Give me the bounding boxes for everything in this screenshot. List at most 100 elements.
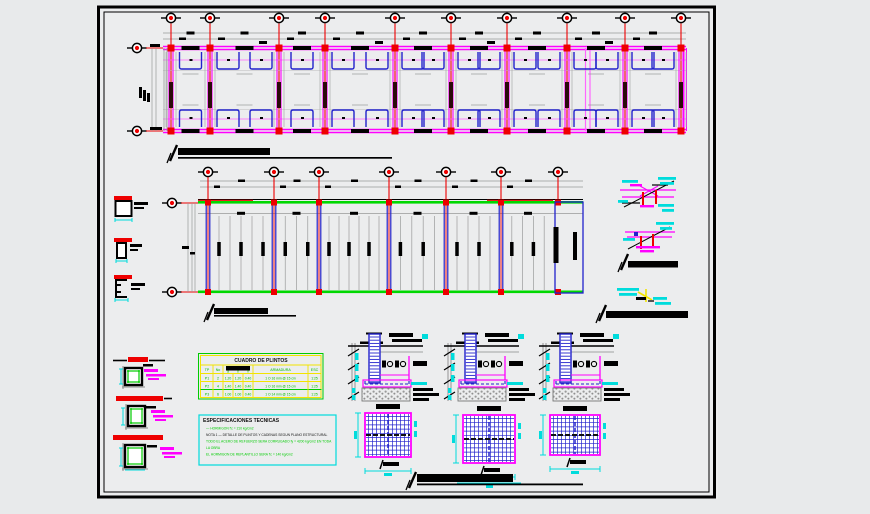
grid-bubble	[671, 12, 691, 24]
grid-bubble	[385, 12, 405, 24]
label-text: 0.40	[245, 385, 252, 389]
footing-plan-detail	[452, 406, 521, 488]
footing-outline	[249, 109, 273, 127]
footing-outline	[401, 52, 425, 70]
column-section-details	[113, 357, 182, 471]
frame-inner	[103, 11, 710, 493]
drawing-title-bars	[166, 144, 688, 491]
footing-outline	[331, 109, 355, 127]
label-text: 1:25	[311, 393, 318, 397]
grid-bubble	[161, 12, 181, 24]
label-text: ESC	[311, 368, 319, 372]
foundation-plan	[127, 12, 691, 137]
label-text: ESPECIFICACIONES TECNICAS	[203, 418, 280, 424]
label-text: b	[237, 370, 239, 374]
label-text: 6	[217, 393, 219, 397]
label-text: a	[227, 370, 229, 374]
label-text: 1.20	[225, 377, 232, 381]
footing-outline	[249, 52, 273, 70]
footing-section-detail	[443, 332, 535, 402]
label-text: 1 O 16 mm @ 15 cm	[265, 377, 296, 381]
beam-section-details	[114, 196, 148, 302]
label-text: TODO EL ACERO DE REFUERZO SERA CORRUGADO…	[206, 440, 332, 444]
footing-outline	[290, 109, 314, 127]
label-text: 0.40	[245, 393, 252, 397]
grid-bubble	[315, 12, 335, 24]
channel-section	[115, 279, 127, 298]
grid-bubble	[264, 166, 284, 178]
grid-bubble	[127, 42, 147, 54]
footing-outline	[513, 109, 537, 127]
grid-bubble	[269, 12, 289, 24]
footing-outline	[477, 109, 501, 127]
grid-bubble	[198, 166, 218, 178]
label-text: 1.00	[225, 393, 232, 397]
footing-outline	[595, 52, 619, 70]
footing-outline	[421, 109, 445, 127]
label-text: TP	[205, 368, 210, 372]
footing-details	[347, 332, 630, 488]
footing-outline	[401, 109, 425, 127]
plinth-schedule-table: CUADRO DE PLINTOS TP No a b h ARMADURA ESC P1 2 1.…	[198, 353, 324, 400]
footing-outline	[365, 109, 389, 127]
footing-outline	[651, 52, 675, 70]
footing-outline	[537, 52, 561, 70]
technical-specs-box: ESPECIFICACIONES TECNICAS — HORMIGON f'c …	[198, 414, 337, 466]
label-text: ARMADURA	[270, 368, 291, 372]
footing-outline	[178, 52, 203, 70]
footing-section-detail	[538, 332, 630, 402]
label-text: NOTA 1 — DETALLE DE PLINTOS Y CADENAS SE…	[206, 433, 328, 437]
footing-outline	[365, 52, 389, 70]
footing-outline	[631, 109, 655, 127]
grid-bubble	[497, 12, 517, 24]
footing-outline	[216, 52, 240, 70]
label-text: h	[247, 370, 249, 374]
grid-bubble	[436, 166, 456, 178]
grid-bubble	[557, 12, 577, 24]
grid-bubble	[162, 197, 182, 209]
label-text: 1 O 16 mm @ 15 cm	[265, 385, 296, 389]
footing-outline	[457, 52, 481, 70]
footing-outline	[537, 109, 561, 127]
grid-bubble	[548, 166, 568, 178]
footing-outline	[651, 109, 675, 127]
footing-plan-detail	[354, 404, 417, 476]
footing-outline	[421, 52, 445, 70]
label-text: 4	[217, 385, 219, 389]
footing-outline	[595, 109, 619, 127]
footing-outline	[631, 52, 655, 70]
label-text: EL HORMIGON DE REPLANTILLO SERA f'c = 14…	[206, 453, 293, 457]
label-text: P2	[205, 385, 209, 389]
footing-section-detail	[347, 332, 439, 402]
grid-bubble	[127, 125, 147, 137]
footing-outline	[477, 52, 501, 70]
footing-plan-detail	[539, 406, 606, 474]
footing-outline	[513, 52, 537, 70]
connection-details	[617, 177, 676, 305]
label-text: P1	[205, 377, 209, 381]
grid-bubble	[379, 166, 399, 178]
label-text: 1:25	[311, 385, 318, 389]
label-text: 1:25	[311, 377, 318, 381]
frame-outer	[97, 5, 716, 499]
label-text: 1.40	[235, 385, 242, 389]
grid-bubble	[441, 12, 461, 24]
grid-bubble	[200, 12, 220, 24]
grid-bubble	[615, 12, 635, 24]
footing-outline	[457, 109, 481, 127]
label-text: No	[216, 368, 221, 372]
label-text: 1 O 14 mm @ 15 cm	[265, 393, 296, 397]
footing-outline	[331, 52, 355, 70]
grid-bubble	[491, 166, 511, 178]
label-text: 1.40	[225, 385, 232, 389]
grid-bubble	[309, 166, 329, 178]
label-text: P3	[205, 393, 209, 397]
label-text: 1.20	[235, 377, 242, 381]
label-text: 1.00	[235, 393, 242, 397]
label-text: — HORMIGON f'c = 210 kg/cm2	[206, 427, 254, 431]
footing-outline	[178, 109, 203, 127]
label-text: CUADRO DE PLINTOS	[234, 358, 288, 364]
label-text: 0.40	[245, 377, 252, 381]
